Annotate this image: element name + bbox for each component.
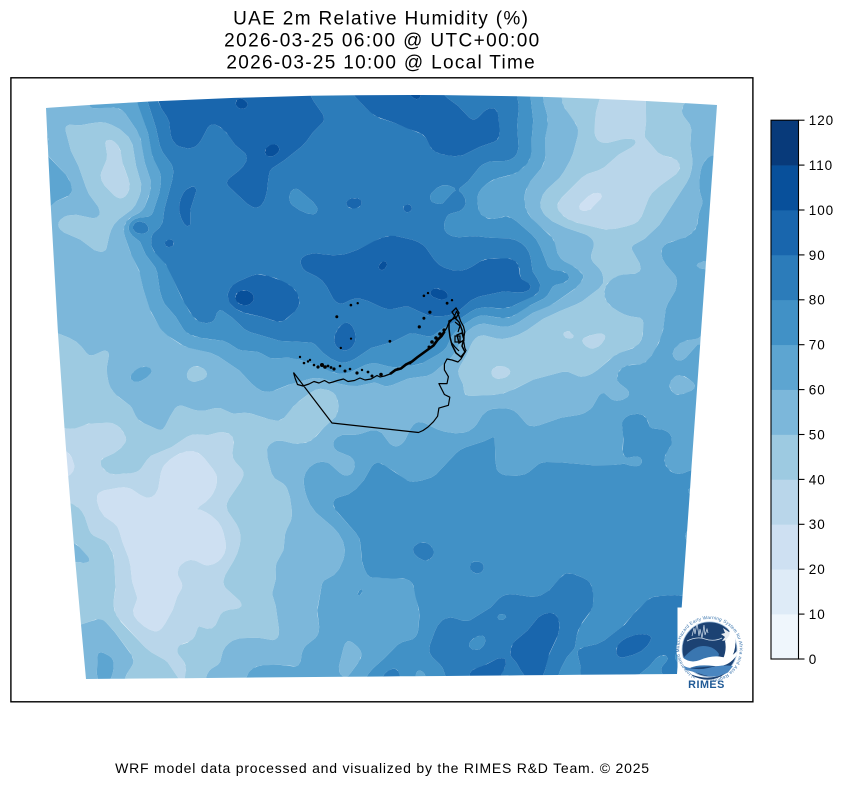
svg-text:90: 90: [809, 248, 826, 263]
svg-text:10: 10: [809, 607, 826, 622]
svg-text:30: 30: [809, 517, 826, 532]
svg-text:100: 100: [809, 203, 834, 218]
svg-text:20: 20: [809, 562, 826, 577]
svg-text:2026-03-25 10:00 @ Local Time: 2026-03-25 10:00 @ Local Time: [226, 52, 536, 73]
svg-text:60: 60: [809, 382, 826, 397]
svg-text:2026-03-25 06:00 @ UTC+00:00: 2026-03-25 06:00 @ UTC+00:00: [224, 30, 540, 51]
svg-text:110: 110: [809, 158, 833, 173]
svg-text:UAE 2m Relative Humidity (%): UAE 2m Relative Humidity (%): [233, 8, 529, 29]
svg-text:0: 0: [809, 652, 817, 667]
svg-text:RIMES: RIMES: [688, 679, 725, 691]
svg-text:50: 50: [809, 427, 826, 442]
svg-text:80: 80: [809, 293, 826, 308]
svg-text:70: 70: [809, 338, 826, 353]
svg-text:120: 120: [809, 113, 834, 128]
svg-text:40: 40: [809, 472, 826, 487]
svg-text:WRF model data processed and v: WRF model data processed and visualized …: [115, 760, 650, 776]
